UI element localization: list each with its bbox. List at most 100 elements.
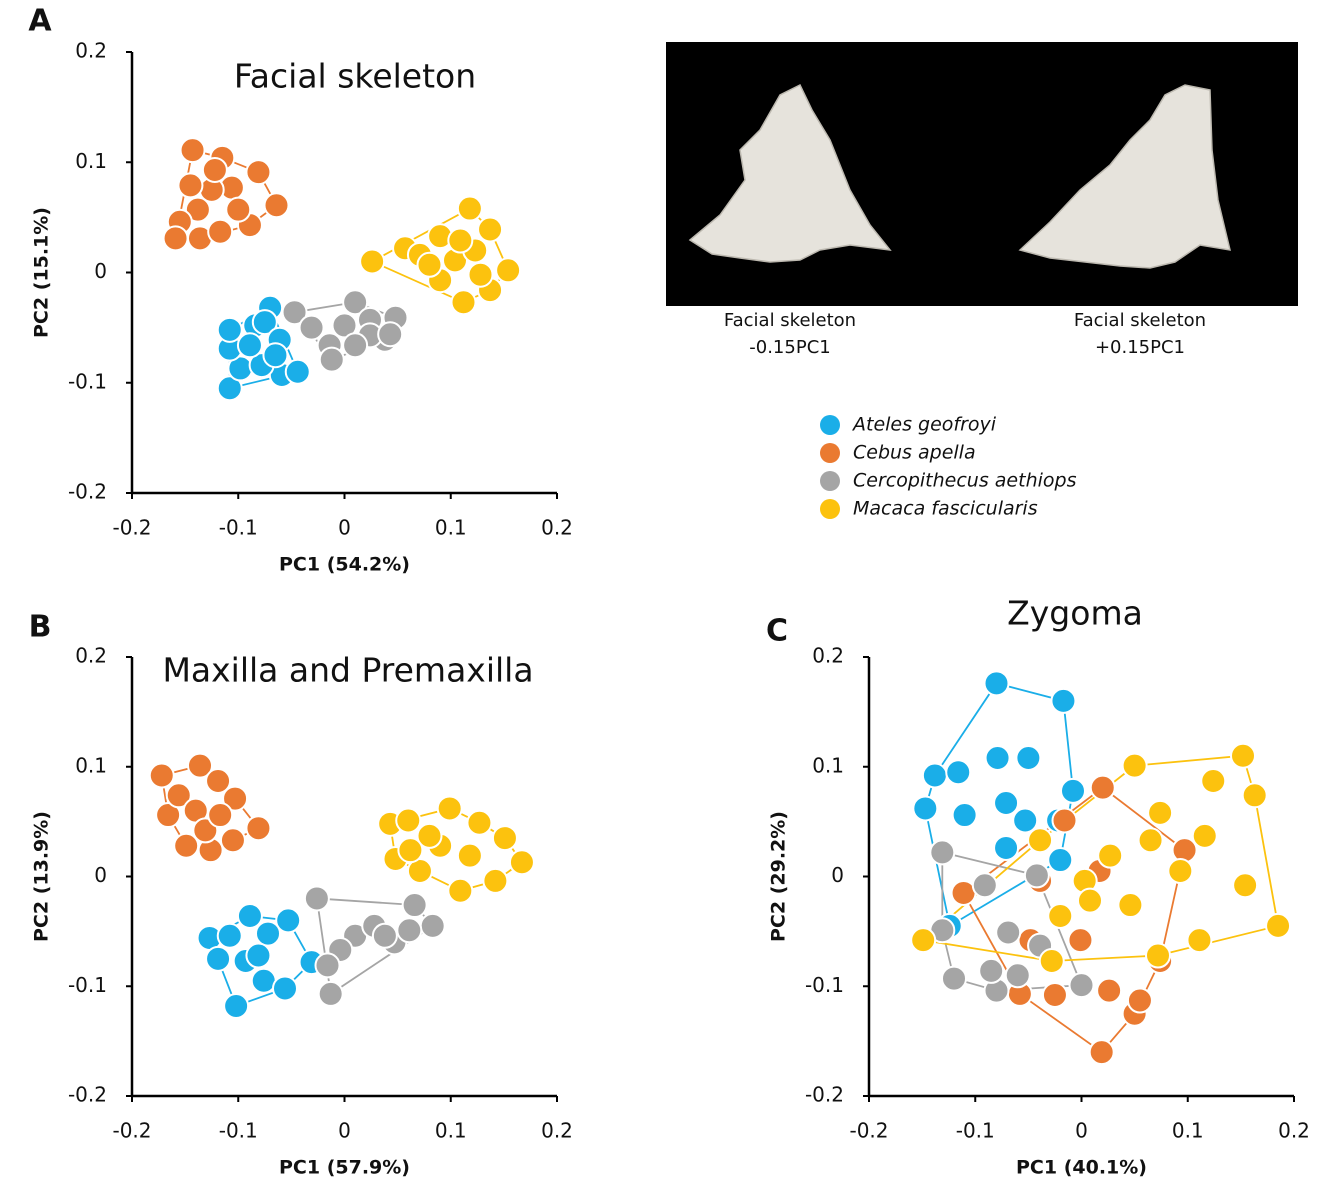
point xyxy=(314,952,341,979)
point xyxy=(951,802,978,829)
point xyxy=(1097,842,1124,869)
y-axis-label: PC2 (15.1%) xyxy=(31,207,53,338)
point xyxy=(318,346,345,373)
point xyxy=(165,782,192,809)
series xyxy=(196,903,325,1020)
y-tick-label: 0 xyxy=(94,259,107,283)
point xyxy=(945,759,972,786)
y-tick-label: 0 xyxy=(94,863,107,887)
point xyxy=(978,957,1005,984)
point xyxy=(1041,982,1068,1009)
point xyxy=(1191,822,1218,849)
y-tick-label: 0 xyxy=(831,863,844,887)
series xyxy=(162,137,290,252)
point xyxy=(1012,807,1039,834)
point xyxy=(236,332,263,359)
point xyxy=(941,965,967,992)
point xyxy=(396,917,423,944)
point xyxy=(1241,782,1268,809)
series xyxy=(912,670,1086,939)
point xyxy=(1068,972,1095,999)
hull xyxy=(962,786,1186,1054)
panel-label: C xyxy=(766,614,788,649)
point xyxy=(1232,872,1259,899)
legend-label: Macaca fascicularis xyxy=(853,498,1038,520)
x-axis-label: PC1 (57.9%) xyxy=(279,1157,410,1179)
point xyxy=(207,218,234,245)
hull xyxy=(924,682,1074,928)
point xyxy=(262,342,289,369)
y-axis-label: PC2 (29.2%) xyxy=(768,811,790,942)
point xyxy=(467,261,494,288)
x-tick-label: -0.1 xyxy=(219,516,258,540)
point xyxy=(251,309,278,336)
point xyxy=(331,312,358,339)
point xyxy=(298,314,325,341)
legend-label: Cebus apella xyxy=(853,442,976,464)
point xyxy=(482,867,509,894)
y-tick-label: 0.2 xyxy=(75,39,107,63)
point xyxy=(416,251,443,278)
x-tick-label: 0 xyxy=(338,516,351,540)
point xyxy=(1027,827,1054,854)
skull-render xyxy=(688,83,1231,269)
point xyxy=(272,975,298,1002)
point xyxy=(1096,977,1123,1004)
series xyxy=(359,195,522,316)
point xyxy=(450,289,477,316)
point xyxy=(207,802,234,829)
panel-label: B xyxy=(29,610,52,645)
rendering-shape: +0.15PC1 xyxy=(1095,337,1185,358)
point xyxy=(359,248,386,275)
point xyxy=(317,980,344,1007)
point xyxy=(1145,942,1171,969)
point xyxy=(245,815,272,842)
point xyxy=(1200,768,1227,795)
point xyxy=(342,332,369,359)
series xyxy=(929,839,1095,1004)
point xyxy=(216,922,243,949)
point xyxy=(223,993,250,1020)
x-tick-label: -0.2 xyxy=(112,516,151,540)
series xyxy=(303,885,446,1007)
point xyxy=(1067,927,1094,954)
point xyxy=(921,762,948,789)
y-tick-label: 0.2 xyxy=(75,644,107,668)
point xyxy=(155,802,182,829)
series xyxy=(281,289,409,373)
point xyxy=(284,358,311,385)
point xyxy=(495,257,522,284)
point xyxy=(245,159,272,186)
point xyxy=(1126,987,1153,1014)
y-tick-label: -0.1 xyxy=(68,369,107,393)
point xyxy=(416,822,443,849)
panel-label: A xyxy=(28,4,52,39)
point xyxy=(995,919,1022,946)
y-tick-label: -0.2 xyxy=(68,1083,107,1107)
chart-title: Maxilla and Premaxilla xyxy=(162,651,533,690)
point xyxy=(377,321,404,348)
point xyxy=(1088,1039,1115,1066)
point xyxy=(222,785,249,812)
point xyxy=(1265,912,1292,939)
x-tick-label: -0.1 xyxy=(219,1119,258,1143)
point xyxy=(397,837,424,864)
x-tick-label: 0 xyxy=(338,1119,351,1143)
point xyxy=(1186,927,1213,954)
point xyxy=(984,744,1011,771)
legend-label: Cercopithecus aethiops xyxy=(853,470,1077,492)
point xyxy=(255,920,281,947)
rendering-caption: Facial skeleton xyxy=(1074,310,1206,331)
series xyxy=(216,294,311,402)
point xyxy=(219,827,246,854)
point xyxy=(983,670,1010,697)
point xyxy=(342,289,369,316)
x-tick-label: 0.2 xyxy=(1278,1119,1310,1143)
point xyxy=(281,299,308,326)
hull xyxy=(389,807,524,892)
point xyxy=(162,225,189,252)
point xyxy=(1047,847,1074,874)
point xyxy=(1117,892,1144,919)
point xyxy=(447,227,474,254)
